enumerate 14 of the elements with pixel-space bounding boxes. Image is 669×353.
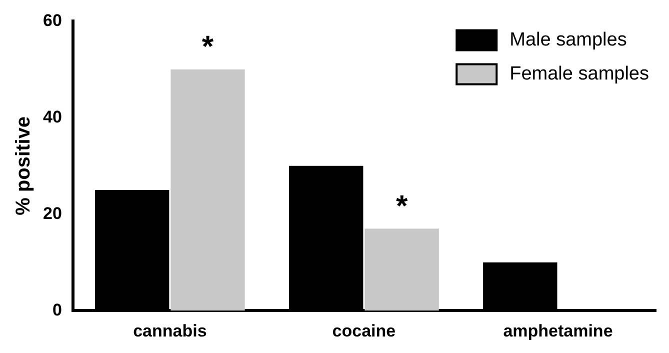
y-tick-label: 20	[42, 204, 62, 223]
x-tick-label: cocaine	[332, 321, 396, 340]
annotation: *	[202, 30, 214, 64]
y-tick-label: 0	[52, 300, 62, 320]
annotation: *	[396, 190, 408, 223]
bar	[364, 228, 439, 311]
legend-label: Male samples	[510, 29, 627, 50]
legend-label: Female samples	[510, 63, 650, 84]
y-tick-label: 60	[42, 10, 62, 30]
y-axis-title: % positive	[12, 116, 35, 216]
x-tick-label: cannabis	[133, 321, 207, 340]
bar	[170, 69, 245, 311]
y-tick-label: 40	[42, 107, 62, 126]
x-tick-label: amphetamine	[503, 321, 613, 340]
